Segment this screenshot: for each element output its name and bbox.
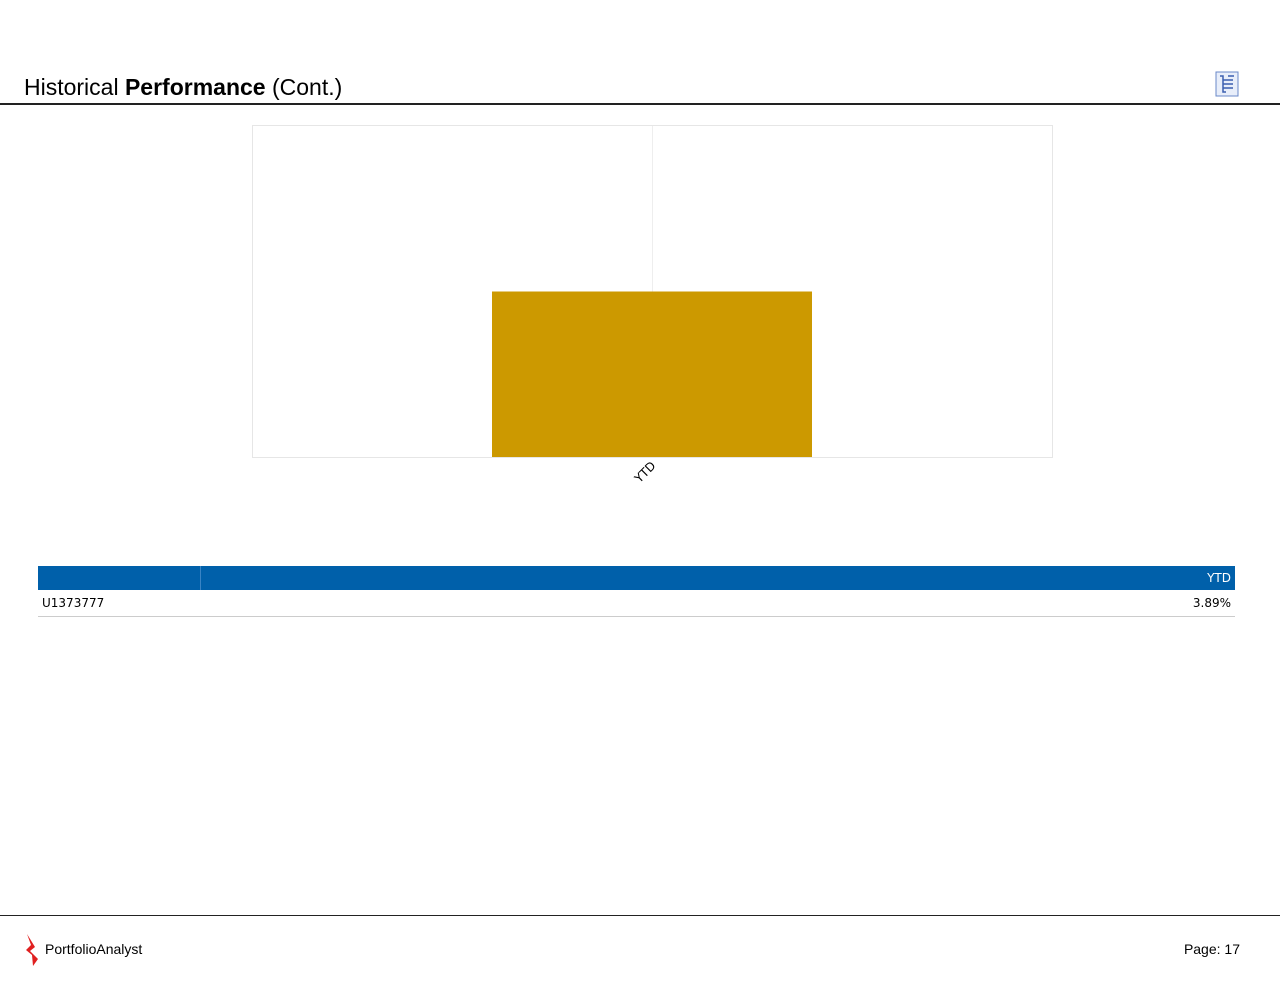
data-table: YTD U1373777 3.89%: [38, 566, 1235, 617]
footer-rule: [0, 915, 1280, 916]
chart: YTD: [252, 125, 1053, 487]
plot-frame: [252, 125, 1053, 458]
title-part: (Cont.): [271, 74, 343, 100]
title-part: Performance: [124, 74, 266, 100]
footer-brand: PortfolioAnalyst: [45, 941, 143, 957]
page-title: Historical Performance (Cont.): [24, 74, 342, 101]
header-rule: [0, 103, 1280, 105]
x-tick-label: YTD: [631, 459, 659, 487]
cell: 3.89%: [200, 590, 1235, 617]
header-cell: [38, 566, 201, 590]
logo: [26, 934, 38, 966]
header-cell: YTD: [200, 566, 1235, 590]
page-number: Page: 17: [1183, 941, 1240, 957]
bar: [492, 291, 812, 457]
cell: U1373777: [38, 590, 201, 617]
title-part: Historical: [24, 74, 119, 100]
report-icon[interactable]: [1215, 71, 1239, 97]
